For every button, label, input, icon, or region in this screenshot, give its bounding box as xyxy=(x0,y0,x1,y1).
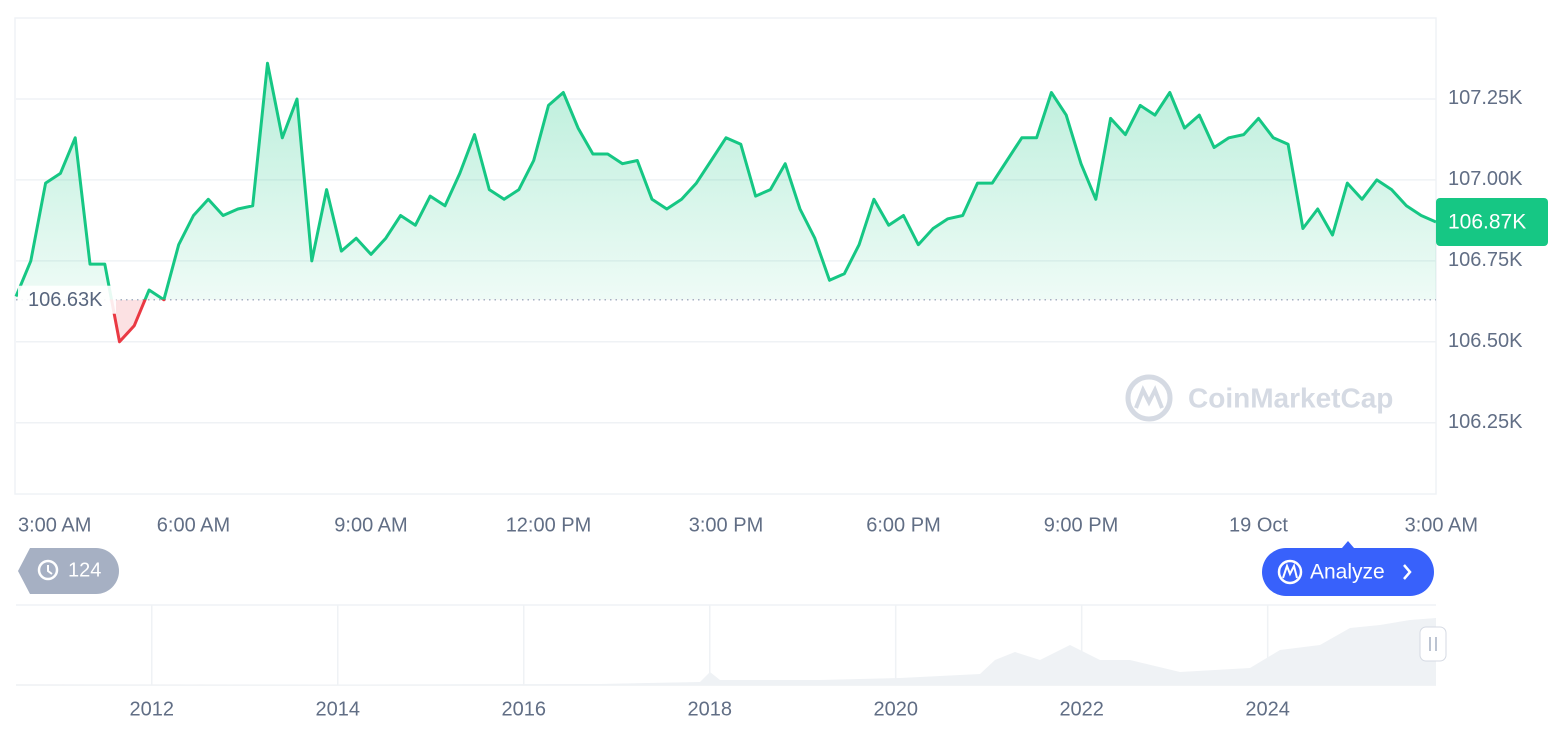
overview-tick-label: 2020 xyxy=(873,698,918,720)
analyze-label: Analyze xyxy=(1310,561,1385,584)
y-tick-label: 106.25K xyxy=(1448,411,1523,433)
overview-tick-label: 2014 xyxy=(316,698,361,720)
x-tick-label: 3:00 PM xyxy=(689,514,763,536)
current-price-label: 106.87K xyxy=(1448,211,1526,234)
x-tick-label: 9:00 PM xyxy=(1044,514,1118,536)
overview-tick-label: 2024 xyxy=(1245,698,1290,720)
y-tick-label: 107.25K xyxy=(1448,87,1523,109)
baseline-label: 106.63K xyxy=(28,289,103,311)
analyze-button[interactable]: Analyze xyxy=(1262,541,1434,596)
history-badge[interactable]: 124 xyxy=(18,548,120,594)
history-count: 124 xyxy=(68,559,101,581)
x-tick-label: 9:00 AM xyxy=(334,514,407,536)
range-handle[interactable] xyxy=(1419,626,1447,662)
x-tick-label: 12:00 PM xyxy=(506,514,592,536)
watermark-text: CoinMarketCap xyxy=(1188,382,1393,413)
baseline-label-bg xyxy=(18,285,116,314)
x-tick-label: 19 Oct xyxy=(1229,514,1288,536)
overview-area xyxy=(16,618,1436,685)
overview-tick-label: 2012 xyxy=(130,698,175,720)
y-tick-label: 106.75K xyxy=(1448,249,1523,271)
x-tick-label: 6:00 AM xyxy=(157,514,230,536)
price-line xyxy=(14,61,1437,344)
x-tick-label: 3:00 AM xyxy=(18,514,91,536)
y-tick-label: 107.00K xyxy=(1448,168,1523,190)
watermark: CoinMarketCap xyxy=(1125,374,1393,422)
area-up xyxy=(16,63,1436,300)
overview xyxy=(16,604,1447,686)
x-tick-label: 3:00 AM xyxy=(1405,514,1478,536)
x-tick-label: 6:00 PM xyxy=(866,514,940,536)
overview-tick-label: 2022 xyxy=(1059,698,1104,720)
overview-tick-label: 2016 xyxy=(501,698,546,720)
area-down xyxy=(111,299,146,342)
current-price-tag xyxy=(1436,198,1548,246)
y-tick-label: 106.50K xyxy=(1448,330,1523,352)
overview-tick-label: 2018 xyxy=(687,698,732,720)
